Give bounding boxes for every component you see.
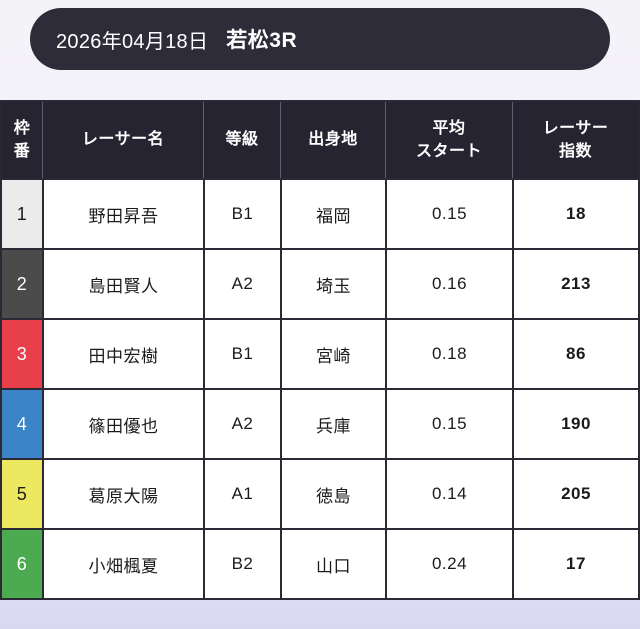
frame-cell: 2 bbox=[2, 250, 42, 318]
racer-index-cell: 205 bbox=[512, 460, 638, 528]
avg-start-cell: 0.18 bbox=[385, 320, 512, 388]
race-name: 若松3R bbox=[226, 29, 298, 52]
frame-cell: 3 bbox=[2, 320, 42, 388]
racer-name-cell: 篠田優也 bbox=[42, 390, 203, 458]
race-title-bar: 2026年04月18日 若松3R bbox=[30, 8, 610, 70]
page: 2026年04月18日 若松3R 枠 番 レーサー名 等級 出身地 平均 スター… bbox=[0, 8, 640, 600]
table-row: 6 小畑楓夏 B2 山口 0.24 17 bbox=[2, 528, 638, 598]
grade-cell: A1 bbox=[203, 460, 280, 528]
col-header-frame-number: 枠 番 bbox=[13, 119, 31, 160]
frame-cell: 6 bbox=[2, 530, 42, 598]
racer-name-cell: 島田賢人 bbox=[42, 250, 203, 318]
col-header-origin: 出身地 bbox=[280, 102, 385, 178]
racer-index-cell: 190 bbox=[512, 390, 638, 458]
table-row: 2 島田賢人 A2 埼玉 0.16 213 bbox=[2, 248, 638, 318]
avg-start-cell: 0.14 bbox=[385, 460, 512, 528]
frame-cell: 1 bbox=[2, 180, 42, 248]
table-row: 5 葛原大陽 A1 徳島 0.14 205 bbox=[2, 458, 638, 528]
col-header-avg-start: 平均 スタート bbox=[385, 102, 512, 178]
racer-name-cell: 小畑楓夏 bbox=[42, 530, 203, 598]
racer-index-cell: 213 bbox=[512, 250, 638, 318]
grade-cell: B1 bbox=[203, 320, 280, 388]
racer-name-cell: 田中宏樹 bbox=[42, 320, 203, 388]
avg-start-cell: 0.15 bbox=[385, 180, 512, 248]
avg-start-cell: 0.15 bbox=[385, 390, 512, 458]
racer-table: 枠 番 レーサー名 等級 出身地 平均 スタート レーサー 指数 1 野田昇吾 … bbox=[0, 100, 640, 600]
grade-cell: A2 bbox=[203, 390, 280, 458]
table-row: 3 田中宏樹 B1 宮崎 0.18 86 bbox=[2, 318, 638, 388]
grade-cell: B2 bbox=[203, 530, 280, 598]
origin-cell: 兵庫 bbox=[280, 390, 385, 458]
table-row: 1 野田昇吾 B1 福岡 0.15 18 bbox=[2, 178, 638, 248]
avg-start-cell: 0.24 bbox=[385, 530, 512, 598]
origin-cell: 山口 bbox=[280, 530, 385, 598]
racer-name-cell: 野田昇吾 bbox=[42, 180, 203, 248]
table-row: 4 篠田優也 A2 兵庫 0.15 190 bbox=[2, 388, 638, 458]
col-header-racer-name: レーサー名 bbox=[42, 102, 203, 178]
grade-cell: B1 bbox=[203, 180, 280, 248]
table-header-row: 枠 番 レーサー名 等級 出身地 平均 スタート レーサー 指数 bbox=[2, 102, 638, 178]
racer-index-cell: 86 bbox=[512, 320, 638, 388]
origin-cell: 埼玉 bbox=[280, 250, 385, 318]
racer-index-cell: 18 bbox=[512, 180, 638, 248]
grade-cell: A2 bbox=[203, 250, 280, 318]
racer-name-cell: 葛原大陽 bbox=[42, 460, 203, 528]
frame-cell: 4 bbox=[2, 390, 42, 458]
avg-start-cell: 0.16 bbox=[385, 250, 512, 318]
race-date: 2026年04月18日 bbox=[56, 30, 209, 53]
col-header-racer-index: レーサー 指数 bbox=[512, 102, 638, 178]
origin-cell: 徳島 bbox=[280, 460, 385, 528]
col-header-grade: 等級 bbox=[203, 102, 280, 178]
racer-index-cell: 17 bbox=[512, 530, 638, 598]
origin-cell: 福岡 bbox=[280, 180, 385, 248]
frame-cell: 5 bbox=[2, 460, 42, 528]
origin-cell: 宮崎 bbox=[280, 320, 385, 388]
